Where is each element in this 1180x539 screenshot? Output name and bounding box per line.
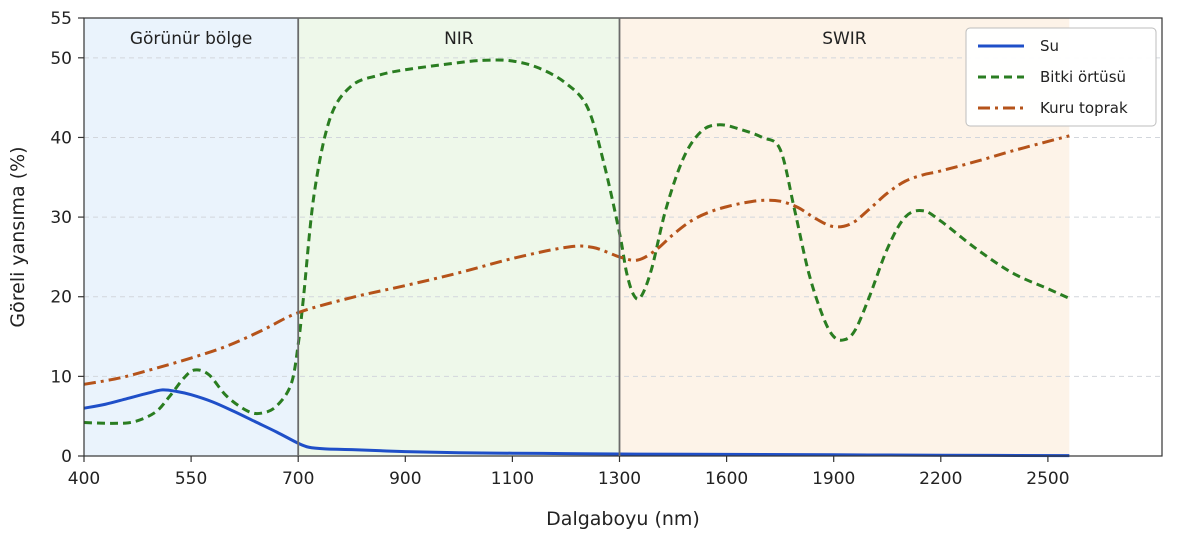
legend-box — [965, 27, 1157, 127]
legend-label-kuru-toprak: Kuru toprak — [1040, 99, 1128, 117]
x-tick-label: 700 — [282, 469, 314, 489]
series-line-bitki-ortusu — [83, 58, 1070, 425]
region-label-nir: NIR — [444, 29, 474, 49]
y-tick-label: 40 — [50, 128, 72, 148]
region-label-swir: SWIR — [822, 29, 867, 49]
x-tick-label: 900 — [389, 469, 421, 489]
y-tick-label: 50 — [50, 49, 72, 69]
y-tick-label: 30 — [50, 208, 72, 228]
x-tick-label: 400 — [68, 469, 100, 489]
x-tick-label: 550 — [175, 469, 207, 489]
y-axis-ticks: 0 10 20 30 40 50 55 — [50, 9, 84, 467]
series-line-kuru-toprak — [83, 134, 1070, 386]
region-gorunur-bolge-band — [84, 18, 299, 456]
legend-label-su: Su — [1040, 37, 1059, 55]
spectral-regions — [84, 18, 1070, 456]
y-tick-label: 10 — [50, 367, 72, 387]
y-axis-title: Göreli yansıma (%) — [7, 146, 29, 327]
series-line-su — [83, 388, 1070, 458]
plot-frame — [83, 17, 1163, 457]
x-tick-label: 1300 — [598, 469, 641, 489]
y-tick-label: 55 — [50, 9, 72, 29]
data-series — [83, 58, 1070, 458]
x-tick-label: 1600 — [705, 469, 748, 489]
x-axis-title: Dalgaboyu (nm) — [546, 508, 700, 530]
x-tick-label: 1900 — [812, 469, 855, 489]
legend-label-bitki-ortusu: Bitki örtüsü — [1040, 68, 1126, 86]
y-tick-label: 20 — [50, 288, 72, 308]
legend: Su Bitki örtüsü Kuru toprak — [965, 27, 1157, 127]
x-tick-label: 2500 — [1026, 469, 1069, 489]
x-axis-ticks: 400 550 700 900 1100 1300 1600 1900 2200 2500 — [68, 456, 1070, 489]
region-label-gorunur-bolge: Görünür bölge — [130, 29, 252, 49]
region-labels: Görünür bölge NIR SWIR — [130, 18, 867, 456]
x-tick-label: 1100 — [491, 469, 534, 489]
y-tick-label: 0 — [61, 447, 72, 467]
region-nir-band — [298, 18, 620, 456]
x-tick-label: 2200 — [919, 469, 962, 489]
